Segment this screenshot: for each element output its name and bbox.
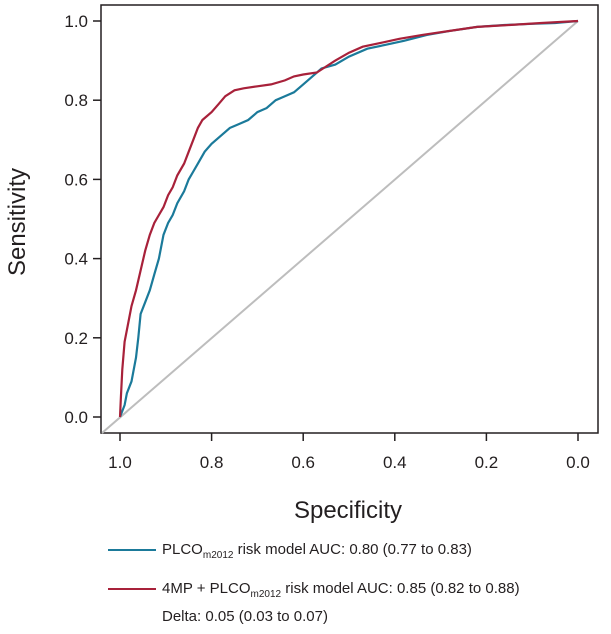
legend-item-combined: 4MP + PLCOm2012 risk model AUC: 0.85 (0.… [108,580,520,604]
x-tick-label: 0.2 [475,453,499,472]
x-tick-label: 0.4 [383,453,407,472]
legend-plco-prefix: PLCO [162,541,203,558]
legend-plco-ci: (0.77 to 0.83) [378,541,472,558]
x-tick-label: 0.8 [200,453,224,472]
legend-plco-suffix: risk model AUC: [233,541,350,558]
delta-label: Delta: [162,608,206,625]
reference-line [101,20,579,434]
delta-ci: (0.03 to 0.07) [234,608,328,625]
y-tick-label: 0.6 [64,170,88,189]
legend-combined-ci: (0.82 to 0.88) [426,580,520,597]
y-axis-title: Sensitivity [4,168,31,276]
legend-combined-prefix: 4MP + PLCO [162,580,251,597]
x-tick-label: 1.0 [108,453,132,472]
legend-swatch-combined [108,588,156,591]
legend-delta: Delta: 0.05 (0.03 to 0.07) [162,608,328,626]
x-axis-title: Specificity [294,497,402,524]
y-tick-label: 0.8 [64,91,88,110]
legend-combined-auc: 0.85 [396,580,427,597]
delta-value: 0.05 [205,608,235,625]
legend-item-plco: PLCOm2012 risk model AUC: 0.80 (0.77 to … [108,541,472,565]
x-tick-label: 0.0 [566,453,590,472]
y-tick-label: 0.0 [64,408,88,427]
legend-combined-suffix: risk model AUC: [281,580,397,597]
legend-swatch-plco [108,549,156,552]
legend-combined-sub: m2012 [250,589,282,600]
x-tick-label: 0.6 [291,453,315,472]
series-line-plco [118,19,579,418]
series-line-combined [118,19,579,418]
y-tick-label: 1.0 [64,12,88,31]
y-tick-label: 0.4 [64,250,88,269]
y-tick-label: 0.2 [64,329,88,348]
legend-plco-sub: m2012 [202,550,234,561]
plot-frame [100,4,599,434]
roc-chart: 1.0 0.8 0.6 0.4 0.2 0.0 0.0 0.2 0.4 0.6 0.8 1.0 Sp… [4,4,599,524]
legend-plco-auc: 0.80 [349,541,379,558]
